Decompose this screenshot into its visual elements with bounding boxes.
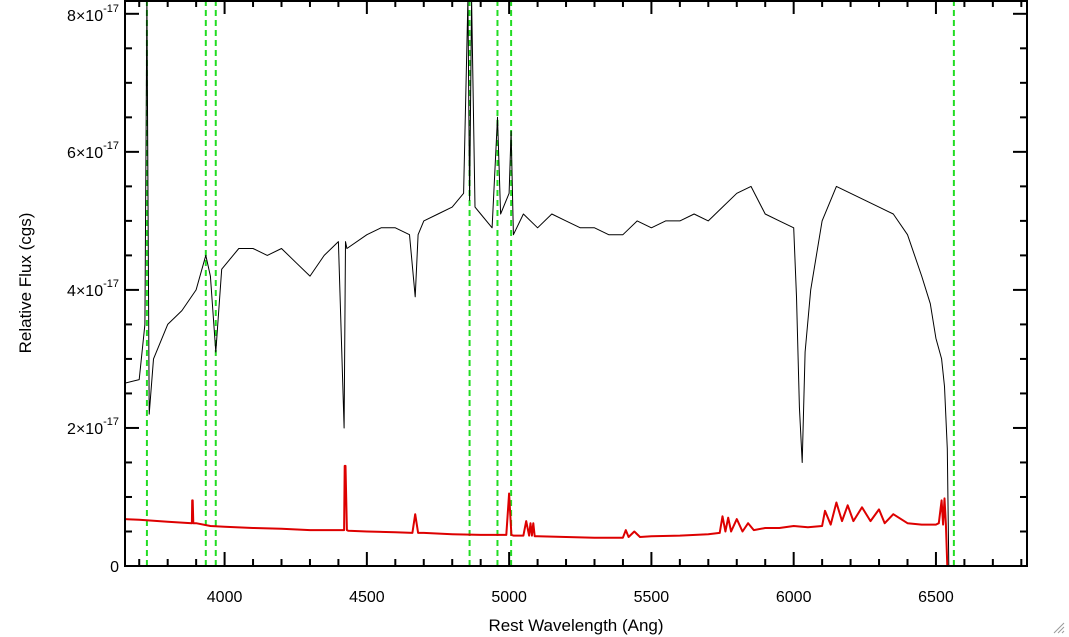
resize-grip-icon[interactable]: [1053, 622, 1065, 634]
y-tick-label: 8×10-17: [67, 3, 119, 25]
y-tick-label: 2×10-17: [67, 416, 119, 438]
y-axis-title: Relative Flux (cgs): [16, 213, 35, 354]
x-tick-label: 5500: [634, 589, 670, 606]
x-tick-label: 4500: [349, 589, 385, 606]
y-tick-label: 6×10-17: [67, 140, 119, 162]
x-tick-label: 5000: [491, 589, 527, 606]
y-tick-labels: 0 2×10-17 4×10-17 6×10-17 8×10-17: [67, 3, 119, 576]
y-tick-label: 4×10-17: [67, 278, 119, 300]
x-axis-title: Rest Wavelength (Ang): [488, 616, 663, 635]
x-tick-label: 6500: [918, 589, 954, 606]
model-line: [124, 464, 1027, 567]
emission-line-markers: [145, 0, 955, 566]
chart-series: [124, 0, 1027, 567]
x-tick-label: 4000: [207, 589, 243, 606]
tick-marks: [125, 0, 1027, 567]
y-tick-label: 0: [110, 559, 119, 576]
x-tick-labels: 4000 4500 5000 5500 6000 6500: [207, 589, 954, 606]
spectrum-line: [124, 0, 950, 567]
x-tick-label: 6000: [776, 589, 812, 606]
plot-frame: [124, 0, 1028, 567]
